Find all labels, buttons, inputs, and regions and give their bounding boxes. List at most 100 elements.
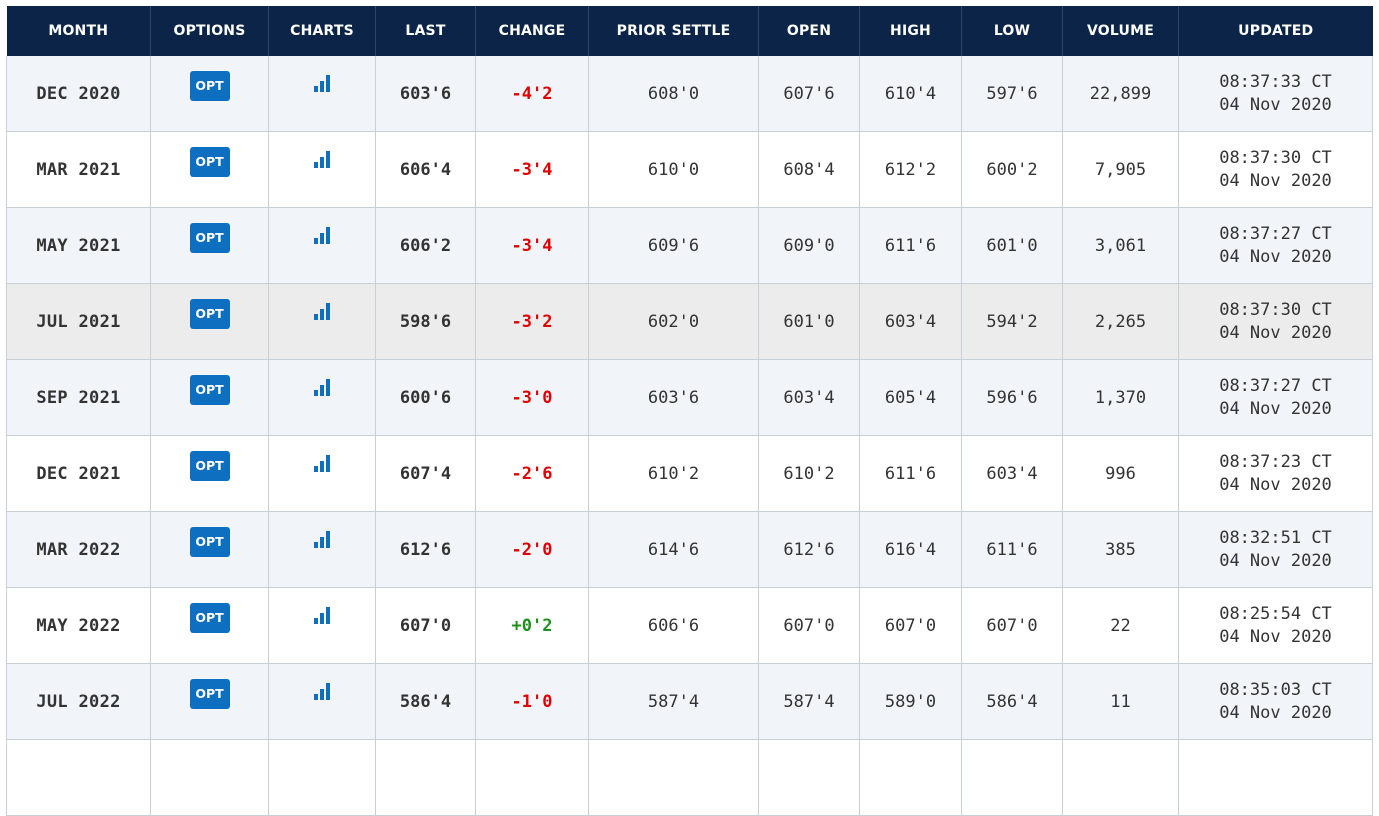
- high-cell: 605'4: [859, 359, 962, 436]
- last-price-cell: 607'0: [375, 587, 476, 664]
- updated-time: 08:37:23 CT: [1219, 451, 1332, 472]
- quotes-table: MONTH OPTIONS CHARTS LAST CHANGE PRIOR S…: [6, 6, 1373, 816]
- prior-settle-cell: [588, 739, 759, 816]
- bar-chart-icon[interactable]: [313, 530, 331, 548]
- charts-cell: [268, 56, 376, 132]
- options-button[interactable]: OPT: [189, 450, 230, 481]
- change-cell: [475, 739, 589, 816]
- high-cell: 611'6: [859, 207, 962, 284]
- open-cell: 608'4: [758, 131, 860, 208]
- options-button[interactable]: OPT: [189, 526, 230, 557]
- bar-chart-icon[interactable]: [313, 74, 331, 92]
- charts-cell: [268, 587, 376, 664]
- change-cell: -4'2: [475, 56, 589, 132]
- month-cell: JUL 2022: [6, 663, 151, 740]
- options-cell: OPT: [150, 283, 269, 360]
- options-cell: OPT: [150, 587, 269, 664]
- column-header-change[interactable]: CHANGE: [475, 6, 589, 56]
- options-button[interactable]: OPT: [189, 602, 230, 633]
- bar-chart-icon[interactable]: [313, 606, 331, 624]
- column-header-last[interactable]: LAST: [375, 6, 476, 56]
- updated-time: 08:35:03 CT: [1219, 679, 1332, 700]
- volume-cell: 996: [1062, 435, 1179, 512]
- table-row: MAY 2022 OPT 607'0 +0'2 606'6 607'0 607'…: [6, 587, 1373, 664]
- bar-chart-icon-graphic: [314, 455, 330, 472]
- column-header-low[interactable]: LOW: [961, 6, 1063, 56]
- column-header-options[interactable]: OPTIONS: [150, 6, 269, 56]
- high-cell: 612'2: [859, 131, 962, 208]
- bar-chart-icon-graphic: [314, 683, 330, 700]
- updated-time: 08:25:54 CT: [1219, 603, 1332, 624]
- charts-cell: [268, 207, 376, 284]
- change-cell: -2'0: [475, 511, 589, 588]
- updated-cell: 08:37:30 CT 04 Nov 2020: [1178, 131, 1373, 208]
- column-header-charts[interactable]: CHARTS: [268, 6, 376, 56]
- options-button[interactable]: OPT: [189, 678, 230, 709]
- volume-cell: 1,370: [1062, 359, 1179, 436]
- column-header-updated[interactable]: UPDATED: [1178, 6, 1373, 56]
- bar-chart-icon[interactable]: [313, 682, 331, 700]
- low-cell: 600'2: [961, 131, 1063, 208]
- volume-cell: 385: [1062, 511, 1179, 588]
- last-price-cell: 586'4: [375, 663, 476, 740]
- updated-date: 04 Nov 2020: [1219, 550, 1332, 571]
- charts-cell: [268, 435, 376, 512]
- low-cell: 594'2: [961, 283, 1063, 360]
- updated-cell: 08:37:30 CT 04 Nov 2020: [1178, 283, 1373, 360]
- bar-chart-icon[interactable]: [313, 302, 331, 320]
- high-cell: 610'4: [859, 56, 962, 132]
- low-cell: [961, 739, 1063, 816]
- column-header-month[interactable]: MONTH: [6, 6, 151, 56]
- bar-chart-icon-graphic: [314, 303, 330, 320]
- options-button[interactable]: OPT: [189, 146, 230, 177]
- options-cell: OPT: [150, 131, 269, 208]
- updated-cell: 08:37:23 CT 04 Nov 2020: [1178, 435, 1373, 512]
- volume-cell: 7,905: [1062, 131, 1179, 208]
- high-cell: 607'0: [859, 587, 962, 664]
- options-button[interactable]: OPT: [189, 222, 230, 253]
- updated-date: 04 Nov 2020: [1219, 322, 1332, 343]
- month-cell: SEP 2021: [6, 359, 151, 436]
- column-header-open[interactable]: OPEN: [758, 6, 860, 56]
- quotes-table-body: DEC 2020 OPT 603'6 -4'2 608'0 607'6 610'…: [6, 56, 1373, 816]
- charts-cell: [268, 511, 376, 588]
- last-price-cell: 598'6: [375, 283, 476, 360]
- bar-chart-icon[interactable]: [313, 454, 331, 472]
- charts-cell: [268, 359, 376, 436]
- updated-date: 04 Nov 2020: [1219, 398, 1332, 419]
- bar-chart-icon-graphic: [314, 75, 330, 92]
- last-price-cell: 606'4: [375, 131, 476, 208]
- updated-cell: 08:25:54 CT 04 Nov 2020: [1178, 587, 1373, 664]
- open-cell: 587'4: [758, 663, 860, 740]
- low-cell: 607'0: [961, 587, 1063, 664]
- bar-chart-icon-graphic: [314, 151, 330, 168]
- options-button[interactable]: OPT: [189, 70, 230, 101]
- open-cell: 612'6: [758, 511, 860, 588]
- table-row: DEC 2021 OPT 607'4 -2'6 610'2 610'2 611'…: [6, 435, 1373, 512]
- last-price-cell: 612'6: [375, 511, 476, 588]
- updated-date: 04 Nov 2020: [1219, 702, 1332, 723]
- bar-chart-icon[interactable]: [313, 150, 331, 168]
- options-button[interactable]: OPT: [189, 374, 230, 405]
- column-header-high[interactable]: HIGH: [859, 6, 962, 56]
- options-button[interactable]: OPT: [189, 298, 230, 329]
- updated-cell: 08:37:27 CT 04 Nov 2020: [1178, 359, 1373, 436]
- updated-time: 08:37:33 CT: [1219, 71, 1332, 92]
- updated-date: 04 Nov 2020: [1219, 94, 1332, 115]
- column-header-volume[interactable]: VOLUME: [1062, 6, 1179, 56]
- volume-cell: 22: [1062, 587, 1179, 664]
- updated-time: 08:37:30 CT: [1219, 299, 1332, 320]
- table-row: JUL 2021 OPT 598'6 -3'2 602'0 601'0 603'…: [6, 283, 1373, 360]
- bar-chart-icon[interactable]: [313, 226, 331, 244]
- low-cell: 597'6: [961, 56, 1063, 132]
- prior-settle-cell: 602'0: [588, 283, 759, 360]
- column-header-prior-settle[interactable]: PRIOR SETTLE: [588, 6, 759, 56]
- table-row: SEP 2021 OPT 600'6 -3'0 603'6 603'4 605'…: [6, 359, 1373, 436]
- bar-chart-icon[interactable]: [313, 378, 331, 396]
- low-cell: 601'0: [961, 207, 1063, 284]
- options-cell: OPT: [150, 207, 269, 284]
- volume-cell: [1062, 739, 1179, 816]
- prior-settle-cell: 608'0: [588, 56, 759, 132]
- open-cell: [758, 739, 860, 816]
- open-cell: 607'6: [758, 56, 860, 132]
